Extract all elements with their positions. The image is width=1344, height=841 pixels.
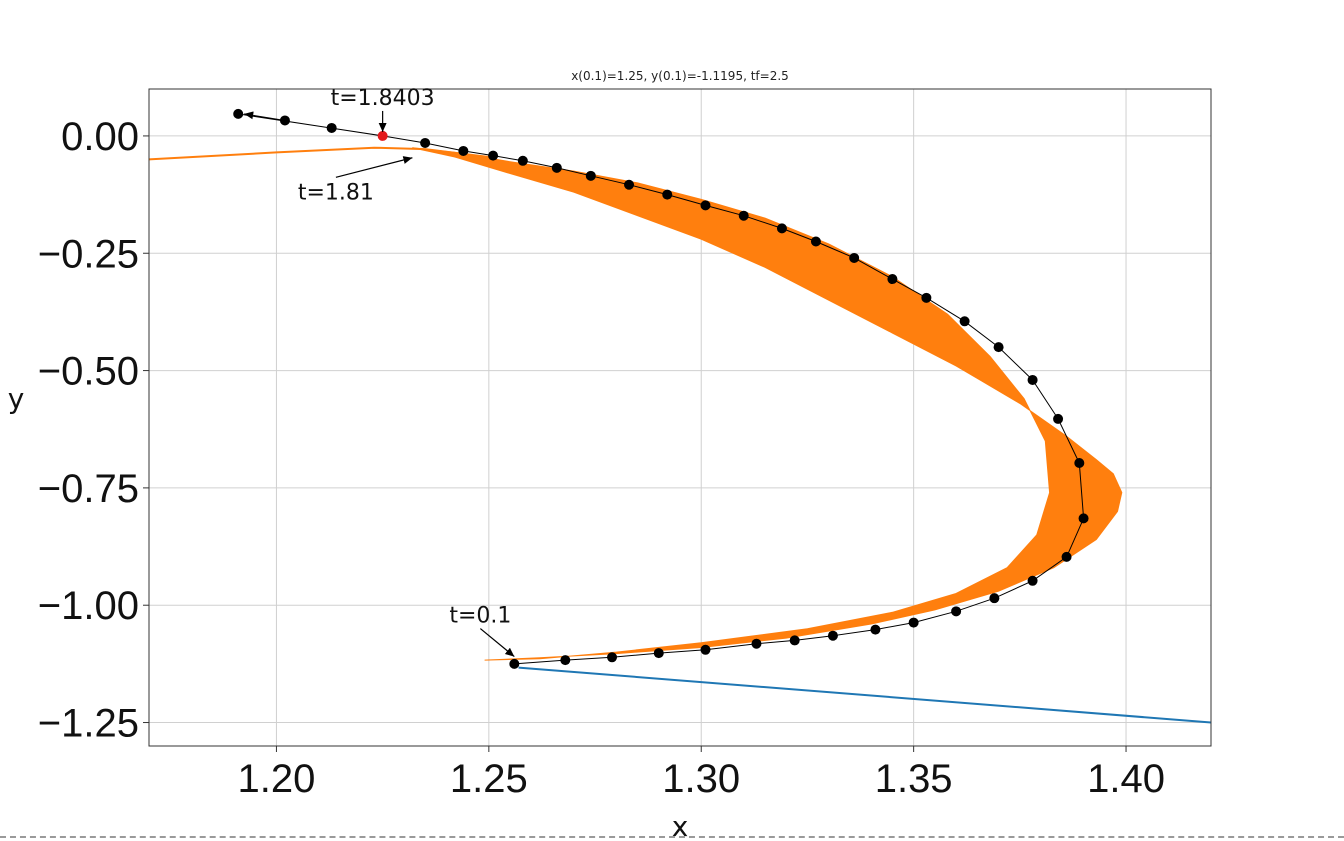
trajectory-marker xyxy=(1027,374,1038,385)
plot-area xyxy=(149,108,1211,724)
trajectory-marker xyxy=(560,655,571,666)
trajectory-marker xyxy=(517,155,528,166)
x-tick-label: 1.25 xyxy=(450,757,528,801)
highlight-point xyxy=(377,130,388,141)
trajectory-marker xyxy=(662,189,673,200)
trajectory-marker xyxy=(989,593,1000,604)
trajectory-marker xyxy=(700,644,711,655)
trajectory-marker xyxy=(458,145,469,156)
trajectory-marker xyxy=(849,252,860,263)
uncertainty-band xyxy=(412,147,1123,661)
trajectory-marker xyxy=(951,606,962,617)
y-tick-label: 0.00 xyxy=(61,115,139,159)
x-tick-label: 1.35 xyxy=(875,757,953,801)
plot-frame xyxy=(148,88,1212,747)
annotation-label-0: t=1.8403 xyxy=(331,86,435,111)
trajectory-marker xyxy=(420,137,431,148)
x-tick-label: 1.30 xyxy=(662,757,740,801)
page-bottom-border xyxy=(0,836,1344,838)
trajectory-marker xyxy=(908,617,919,628)
trajectory-marker xyxy=(1053,413,1064,424)
trajectory-marker xyxy=(607,652,618,663)
y-tick-label: −1.25 xyxy=(38,702,139,746)
trajectory-marker xyxy=(488,150,499,161)
marker-group xyxy=(233,108,1089,669)
chart-title: x(0.1)=1.25, y(0.1)=-1.1195, tf=2.5 xyxy=(571,69,789,83)
x-tick-label: 1.40 xyxy=(1087,757,1165,801)
trajectory-marker xyxy=(326,122,337,133)
x-tick-label: 1.20 xyxy=(238,757,316,801)
trajectory-marker xyxy=(624,179,635,190)
x-axis-ticks: 1.20 1.25 1.30 1.35 1.40 xyxy=(238,746,1165,801)
trajectory-marker xyxy=(827,630,838,641)
blue-series-line xyxy=(518,666,1211,724)
grid xyxy=(149,89,1211,746)
x-axis-label: x xyxy=(672,810,689,841)
y-axis-ticks: 0.00 −0.25 −0.50 −0.75 −1.00 −1.25 xyxy=(38,115,149,746)
trajectory-marker xyxy=(700,200,711,211)
trajectory-marker xyxy=(870,624,881,635)
trajectory-marker xyxy=(653,648,664,659)
trajectory-marker xyxy=(959,316,970,327)
trajectory-marker xyxy=(1074,458,1085,469)
y-axis-label: y xyxy=(8,382,25,415)
orange-series-line xyxy=(149,146,489,161)
y-tick-label: −1.00 xyxy=(38,584,139,628)
trajectory-marker xyxy=(887,274,898,285)
trajectory-marker xyxy=(279,115,290,126)
trajectory-marker xyxy=(751,638,762,649)
trajectory-marker xyxy=(585,170,596,181)
trajectory-marker xyxy=(551,162,562,173)
trajectory-marker xyxy=(810,236,821,247)
y-tick-label: −0.50 xyxy=(38,350,139,394)
annotation-arrow-1 xyxy=(335,156,413,178)
trajectory-marker xyxy=(1027,575,1038,586)
annotation-label-2: t=0.1 xyxy=(449,604,511,629)
trajectory-marker xyxy=(921,292,932,303)
trajectory-marker xyxy=(509,658,520,669)
trajectory-marker xyxy=(789,635,800,646)
trajectory-marker xyxy=(993,342,1004,353)
annotations: t=1.8403 t=1.81 t=0.1 xyxy=(298,86,515,658)
trajectory-marker xyxy=(1078,513,1089,524)
trajectory-arrow xyxy=(244,111,286,121)
annotation-label-1: t=1.81 xyxy=(298,180,374,205)
trajectory-marker xyxy=(776,223,787,234)
trajectory-marker xyxy=(233,108,244,119)
trajectory-marker xyxy=(1061,551,1072,562)
y-tick-label: −0.75 xyxy=(38,467,139,511)
trajectory-marker xyxy=(738,210,749,221)
annotation-arrow-2 xyxy=(479,628,515,658)
y-tick-label: −0.25 xyxy=(38,232,139,276)
